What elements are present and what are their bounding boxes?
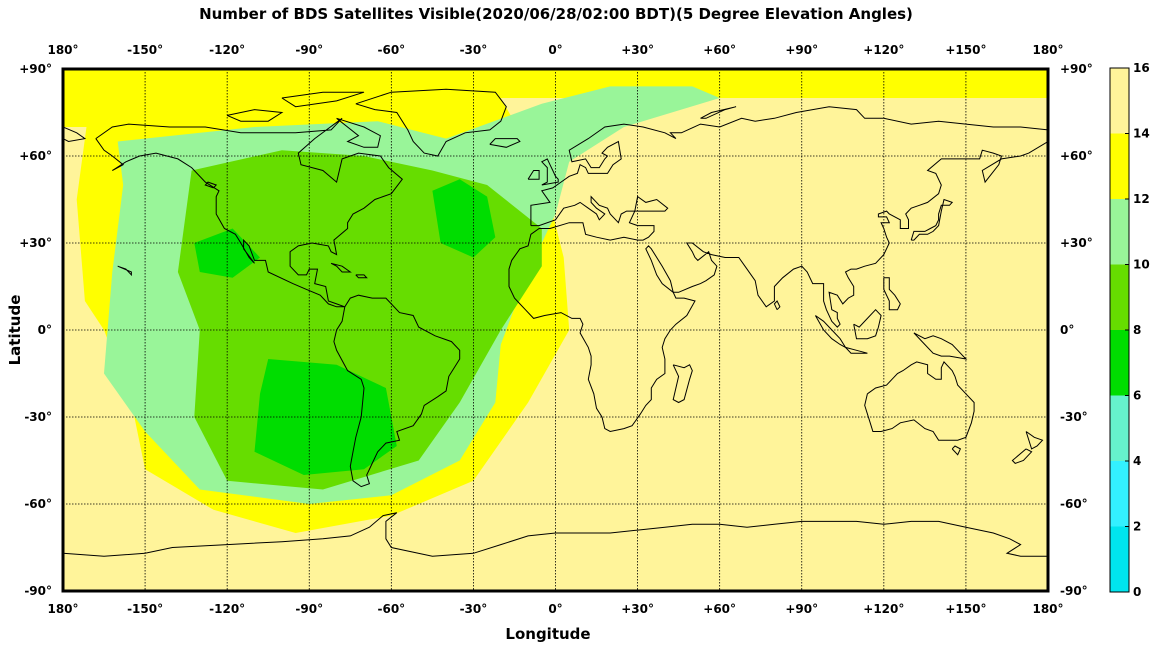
coastline — [527, 170, 540, 180]
coastline — [336, 117, 381, 148]
coastline — [672, 364, 693, 404]
lat-tick-left: -60° — [24, 497, 52, 511]
colorbar-tick-label: 0 — [1133, 585, 1141, 599]
coastline — [700, 106, 737, 119]
coastline — [95, 117, 403, 308]
coastline — [281, 91, 365, 108]
map-area — [63, 69, 1048, 591]
colorbar-band — [1110, 395, 1129, 461]
visibility-region-7 — [432, 179, 496, 258]
lon-tick-top: +150° — [945, 43, 986, 57]
colorbar-band — [1110, 526, 1129, 592]
lon-tick-bottom: +30° — [621, 602, 654, 616]
lon-tick-top: -150° — [127, 43, 163, 57]
colorbar-tick-label: 16 — [1133, 61, 1150, 75]
colorbar-band — [1110, 461, 1129, 527]
coastline — [951, 445, 962, 456]
coastline — [845, 346, 868, 354]
coastline — [63, 512, 1048, 557]
colorbar-tick-label: 8 — [1133, 323, 1141, 337]
coastline — [333, 294, 461, 488]
lon-tick-bottom: 180° — [1032, 602, 1063, 616]
lon-tick-bottom: -120° — [209, 602, 245, 616]
colorbar-tick-label: 4 — [1133, 454, 1141, 468]
colorbar-tick-label: 14 — [1133, 127, 1150, 141]
y-axis-label: Latitude — [6, 295, 24, 366]
coastline — [227, 109, 284, 122]
lon-tick-top: -90° — [295, 43, 323, 57]
lon-tick-bottom: +60° — [703, 602, 736, 616]
lat-tick-left: +60° — [19, 149, 52, 163]
colorbar-tick-label: 6 — [1133, 389, 1141, 403]
lon-tick-top: 0° — [548, 43, 562, 57]
lat-tick-right: +30° — [1060, 236, 1093, 250]
lon-tick-bottom: +120° — [863, 602, 904, 616]
colorbar-band — [1110, 68, 1129, 134]
lon-tick-top: 180° — [1032, 43, 1063, 57]
map-title: Number of BDS Satellites Visible(2020/06… — [199, 5, 913, 23]
colorbar-tick-label: 10 — [1133, 258, 1150, 272]
lat-tick-right: +60° — [1060, 149, 1093, 163]
coastline — [117, 265, 132, 277]
coastline — [63, 126, 87, 143]
colorbar-band — [1110, 330, 1129, 396]
lat-tick-left: -90° — [24, 584, 52, 598]
lat-tick-left: +30° — [19, 236, 52, 250]
lon-tick-top: -120° — [209, 43, 245, 57]
visibility-region-7 — [254, 359, 397, 475]
lon-tick-top: +30° — [621, 43, 654, 57]
coastline — [910, 198, 954, 241]
lat-tick-left: 0° — [38, 323, 52, 337]
lon-tick-bottom: -60° — [377, 602, 405, 616]
lon-tick-bottom: -30° — [460, 602, 488, 616]
coastline — [853, 308, 882, 340]
lon-tick-top: +120° — [863, 43, 904, 57]
lat-tick-right: -60° — [1060, 497, 1088, 511]
lon-tick-top: +90° — [785, 43, 818, 57]
coastlines — [63, 88, 1048, 557]
lat-tick-left: +90° — [19, 62, 52, 76]
colorbar-tick-label: 2 — [1133, 520, 1141, 534]
coastline — [489, 138, 521, 148]
lon-tick-bottom: +90° — [785, 602, 818, 616]
graticule — [63, 69, 1048, 591]
lon-tick-bottom: 0° — [548, 602, 562, 616]
lon-tick-top: 180° — [47, 43, 78, 57]
coastline — [1011, 448, 1033, 464]
coastline — [1025, 431, 1044, 450]
lat-tick-right: 0° — [1060, 323, 1074, 337]
coastline — [330, 262, 352, 273]
lon-tick-top: -60° — [377, 43, 405, 57]
lon-tick-bottom: -90° — [295, 602, 323, 616]
lat-tick-right: -30° — [1060, 410, 1088, 424]
colorbar-band — [1110, 133, 1129, 199]
coastline — [913, 332, 968, 360]
coastline — [540, 158, 559, 186]
colorbar-band — [1110, 264, 1129, 330]
coastline — [864, 361, 975, 441]
x-axis-label: Longitude — [505, 625, 590, 643]
coastline — [773, 300, 781, 311]
lat-tick-left: -30° — [24, 410, 52, 424]
coastline — [508, 141, 1048, 433]
colorbar-tick-label: 12 — [1133, 192, 1150, 206]
colorbar-band — [1110, 199, 1129, 265]
lat-tick-right: +90° — [1060, 62, 1093, 76]
coastline — [355, 274, 368, 279]
coastline — [530, 106, 1048, 226]
axis-ticks: 180° 180° -150° -150° -120° -120° -90° -90° -60°… — [19, 43, 1093, 616]
coastline — [204, 181, 218, 189]
lon-tick-top: -30° — [460, 43, 488, 57]
lon-tick-bottom: 180° — [47, 602, 78, 616]
lon-tick-bottom: -150° — [127, 602, 163, 616]
lon-tick-top: +60° — [703, 43, 736, 57]
map-frame — [61, 67, 1050, 593]
lat-tick-right: -90° — [1060, 584, 1088, 598]
coastline — [355, 88, 507, 157]
coastline — [883, 277, 901, 311]
colorbar: 0 2 4 6 8 10 12 14 16 — [1109, 61, 1150, 599]
lon-tick-bottom: +150° — [945, 602, 986, 616]
